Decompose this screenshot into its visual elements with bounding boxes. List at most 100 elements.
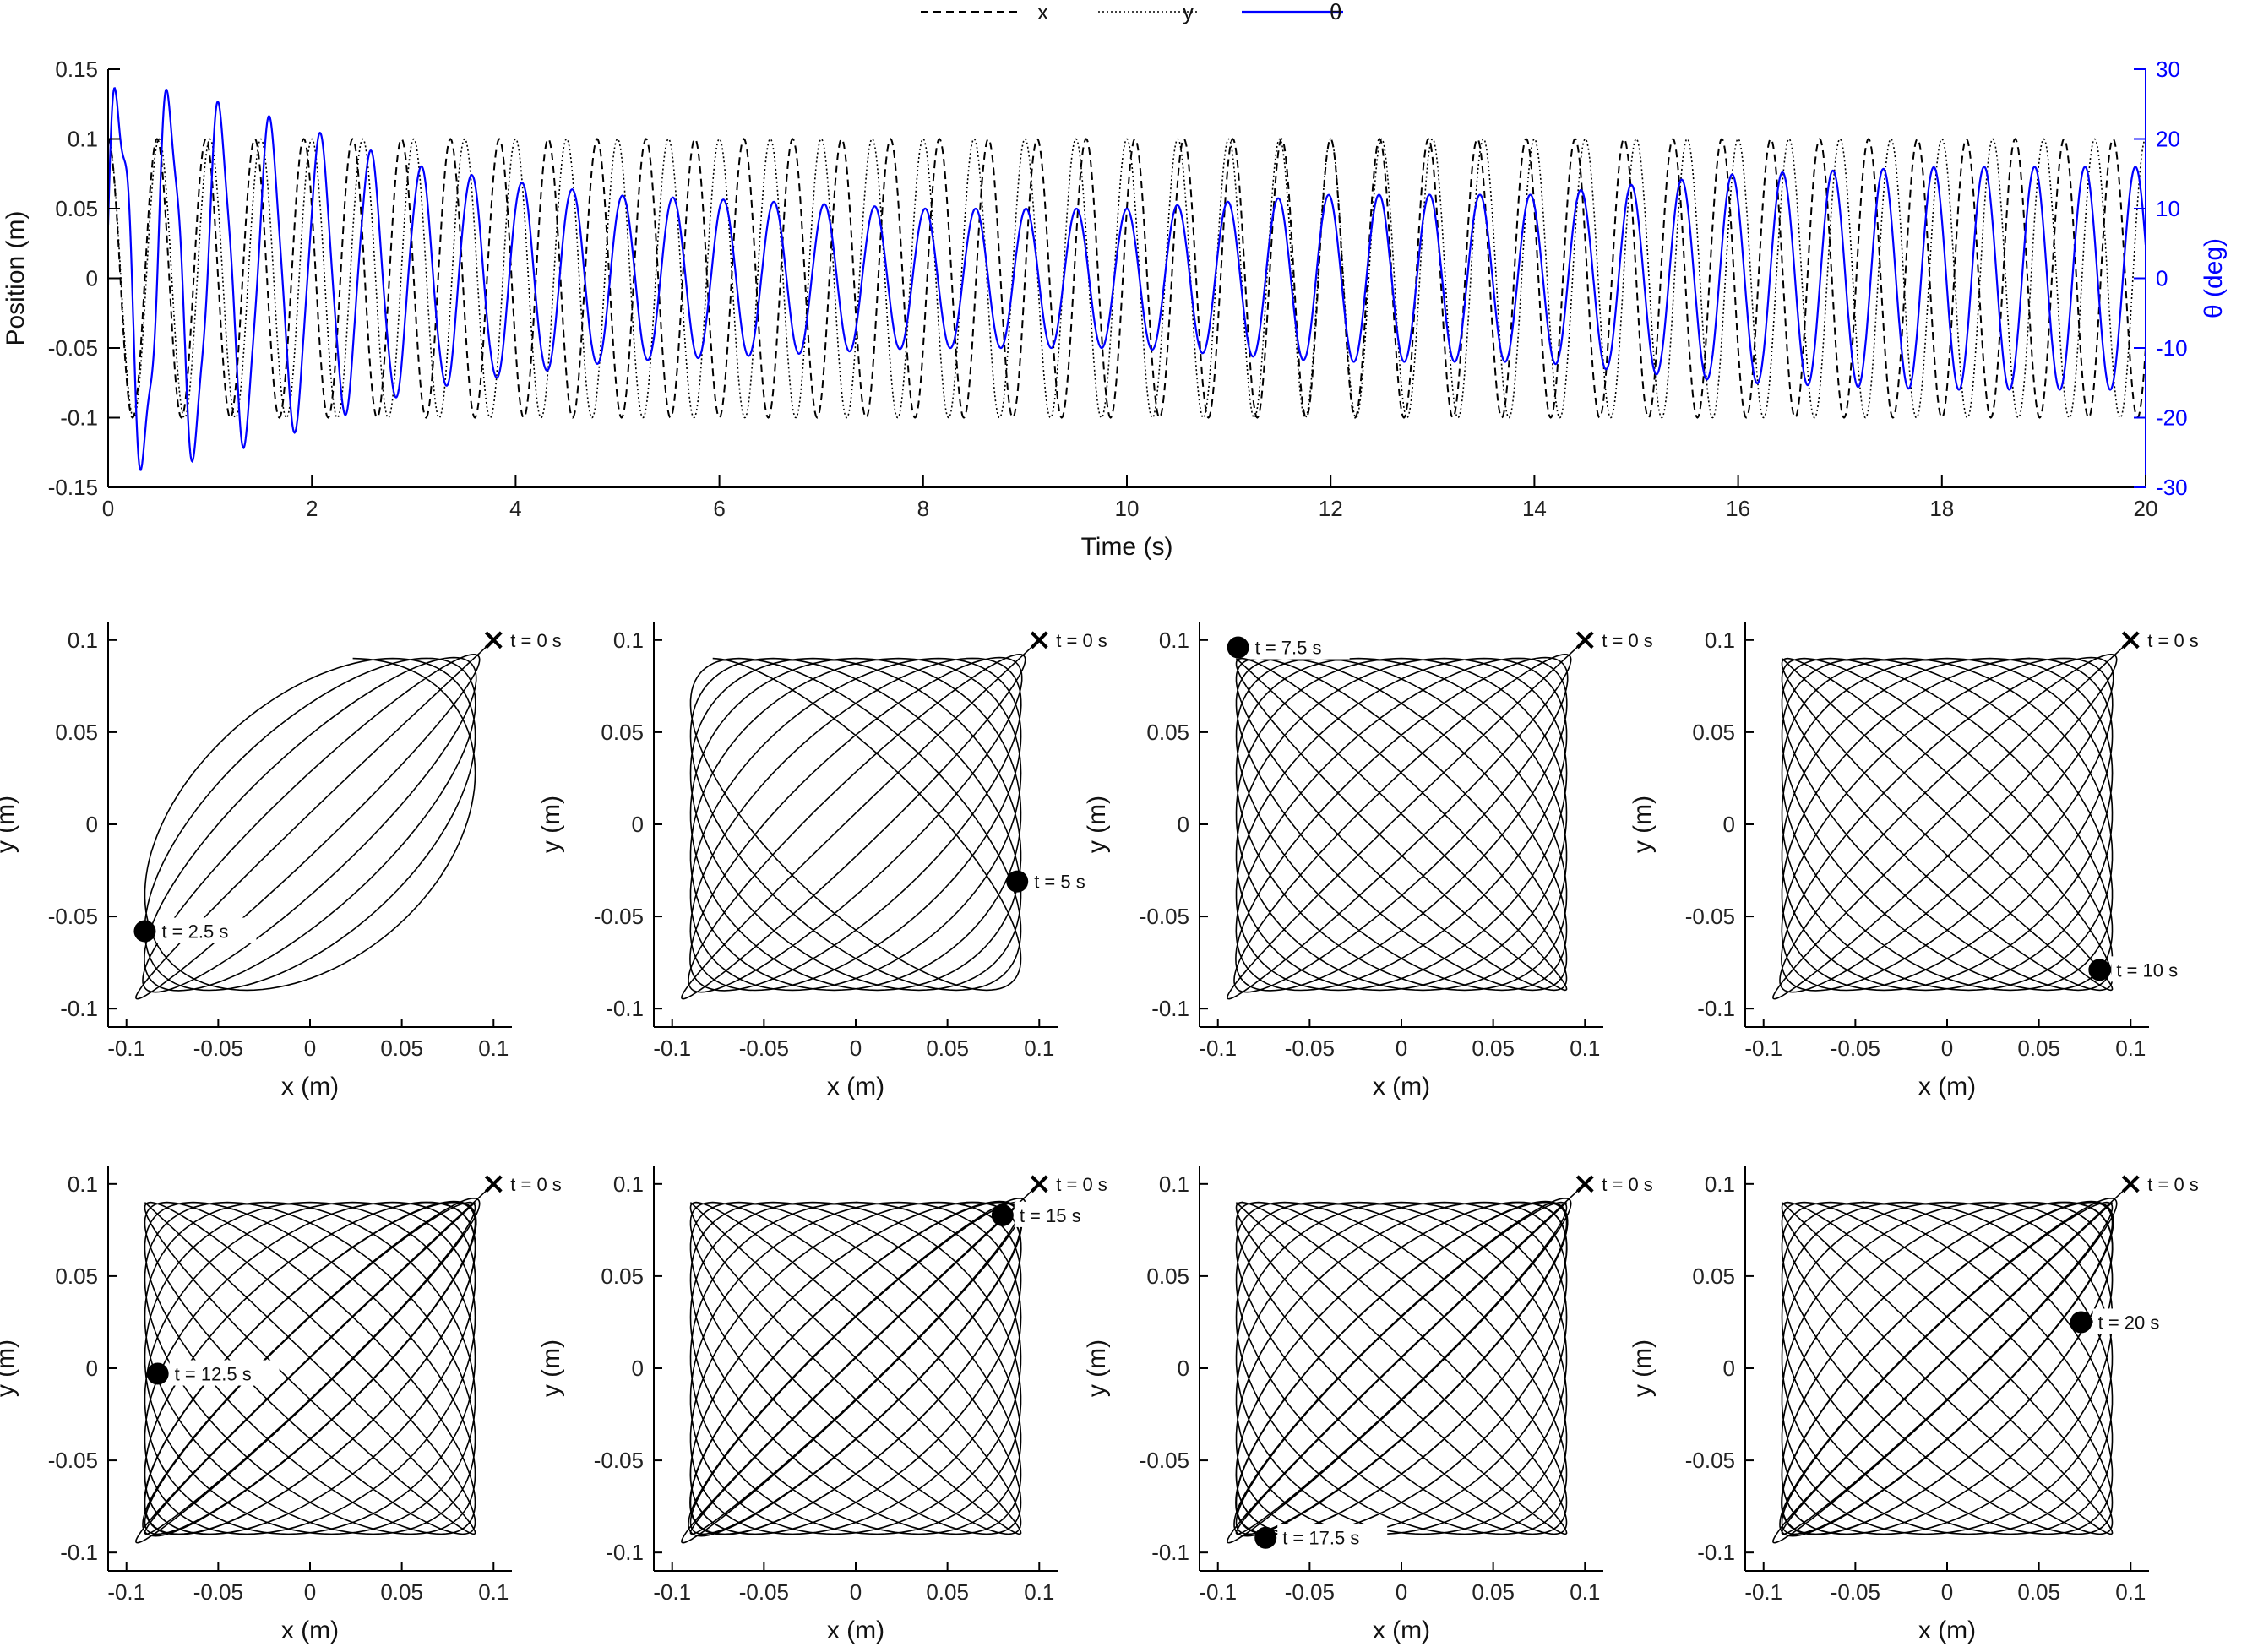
trajectory-line (1227, 1183, 1586, 1544)
start-label: t = 0 s (2147, 1174, 2199, 1195)
x-tick-label: -0.1 (1744, 1035, 1782, 1061)
y-axis-label: y (m) (1629, 1340, 1657, 1397)
x-tick-label: 0.1 (1024, 1035, 1054, 1061)
y-tick-label: 0.05 (601, 1263, 644, 1289)
start-marker (2121, 631, 2140, 649)
end-label-bg (1249, 633, 1350, 660)
y-tick-label: -0.05 (48, 335, 98, 361)
y-tick-label: 0 (86, 266, 98, 291)
x-tick-label: 0.1 (1570, 1035, 1600, 1061)
end-label-bg (156, 917, 257, 943)
end-label: t = 2.5 s (161, 921, 228, 943)
series-x-line (108, 138, 2146, 419)
end-label-bg (2092, 1308, 2183, 1334)
y-tick-label: 0 (632, 1356, 644, 1381)
legend-label-0: x (1037, 0, 1048, 24)
start-label: t = 0 s (510, 1174, 562, 1195)
x-tick-label: 0.1 (1570, 1579, 1600, 1605)
trajectory-line (681, 639, 1040, 1000)
x-axis-label: x (m) (1918, 1073, 1976, 1100)
x-tick-label: 12 (1319, 496, 1343, 521)
end-label: t = 10 s (2116, 959, 2178, 981)
x-tick-label: 18 (1929, 496, 1954, 521)
time-series-chart: 0 2 4 6 8 10 12 14 16 18 20 -0.15 -0.1 -0.05 0 0.05 0.1 0… (2, 0, 2228, 561)
start-marker (2121, 1175, 2140, 1193)
end-label-bg (1014, 1201, 1104, 1227)
y-tick-label: 0.05 (1146, 720, 1189, 745)
x-tick-label: -0.1 (1199, 1035, 1237, 1061)
x-tick-label: 14 (1522, 496, 1547, 521)
x-tick-label: 0 (850, 1579, 862, 1605)
x-tick-label: -0.05 (739, 1579, 789, 1605)
y2-tick-label: 30 (2156, 57, 2180, 82)
start-marker (1575, 631, 1594, 649)
y2-tick-label: 0 (2156, 266, 2168, 291)
x-axis-label: x (m) (1373, 1617, 1430, 1644)
y-tick-label: 0.05 (601, 720, 644, 745)
x-tick-label: 0 (850, 1035, 862, 1061)
end-marker (2088, 959, 2111, 981)
x-tick-label: 0.05 (380, 1579, 423, 1605)
y-tick-label: -0.05 (1140, 1448, 1189, 1473)
y2-tick-label: -20 (2156, 405, 2188, 431)
x-tick-label: 0.05 (926, 1579, 969, 1605)
y2-tick-label: -10 (2156, 335, 2188, 361)
y-tick-label: 0.05 (1692, 1263, 1735, 1289)
start-label: t = 0 s (510, 630, 562, 651)
x-tick-label: -0.05 (1285, 1035, 1335, 1061)
y-tick-label: -0.05 (594, 1448, 644, 1473)
y-tick-label: 0.1 (68, 127, 98, 152)
trajectory-line (135, 639, 494, 1000)
trajectory-line (1772, 639, 2131, 1000)
x-tick-label: 0.05 (1472, 1035, 1515, 1061)
x-tick-label: 10 (1115, 496, 1140, 521)
x-axis-label: x (m) (827, 1073, 884, 1100)
x-tick-label: 0.05 (926, 1035, 969, 1061)
y2-tick-label: -30 (2156, 475, 2188, 500)
y-tick-label: 0.1 (613, 628, 644, 653)
x-tick-label: 0.1 (478, 1035, 509, 1061)
trajectory-line (681, 1183, 1040, 1544)
y-tick-label: 0.1 (613, 1171, 644, 1197)
x-tick-label: 0 (1396, 1035, 1407, 1061)
y-tick-label: 0.15 (55, 57, 98, 82)
x-axis-label: x (m) (1373, 1073, 1430, 1100)
y-tick-label: 0.1 (68, 628, 98, 653)
x-tick-label: -0.05 (193, 1579, 243, 1605)
y-axis-label: y (m) (537, 1340, 565, 1397)
y-axis-label: y (m) (0, 796, 19, 853)
end-label: t = 17.5 s (1282, 1528, 1359, 1549)
legend-label-2: θ (1330, 0, 1341, 24)
end-label-bg (1277, 1524, 1388, 1550)
y-axis-label: y (m) (1629, 796, 1657, 853)
y-tick-label: -0.1 (1697, 996, 1735, 1021)
y-tick-label: -0.1 (606, 996, 644, 1021)
x-tick-label: 2 (306, 496, 318, 521)
x-tick-label: 0.1 (478, 1579, 509, 1605)
y-tick-label: 0.05 (55, 196, 98, 221)
phase-panel-6: -0.1 -0.05 0 0.05 0.1 -0.1 -0.05 0 0.05 0.1 x (m) y… (537, 1166, 1107, 1644)
x-tick-label: -0.05 (1285, 1579, 1335, 1605)
x-tick-label: 0.05 (2017, 1579, 2060, 1605)
x-tick-label: 20 (2134, 496, 2158, 521)
x-axis-label: x (m) (281, 1073, 339, 1100)
x-tick-label: -0.05 (193, 1035, 243, 1061)
y-tick-label: 0.1 (1159, 1171, 1189, 1197)
end-label-bg (169, 1360, 280, 1386)
phase-portrait-grid: -0.1 -0.05 0 0.05 0.1 -0.1 -0.05 0 0.05 0.1 x (m) y… (0, 622, 2201, 1644)
x-tick-label: 0 (1396, 1579, 1407, 1605)
start-marker (1575, 1175, 1594, 1193)
x-tick-label: -0.05 (739, 1035, 789, 1061)
x-tick-label: -0.1 (1744, 1579, 1782, 1605)
y2-tick-label: 20 (2156, 127, 2180, 152)
y-tick-label: 0 (1723, 812, 1735, 837)
x-tick-label: 0.05 (2017, 1035, 2060, 1061)
y-tick-label: 0.1 (1159, 628, 1189, 653)
end-label: t = 7.5 s (1255, 638, 1322, 659)
x-tick-label: 0.1 (2115, 1035, 2146, 1061)
start-label: t = 0 s (1056, 1174, 1107, 1195)
x-tick-label: 8 (917, 496, 929, 521)
end-label-bg (2111, 956, 2201, 982)
